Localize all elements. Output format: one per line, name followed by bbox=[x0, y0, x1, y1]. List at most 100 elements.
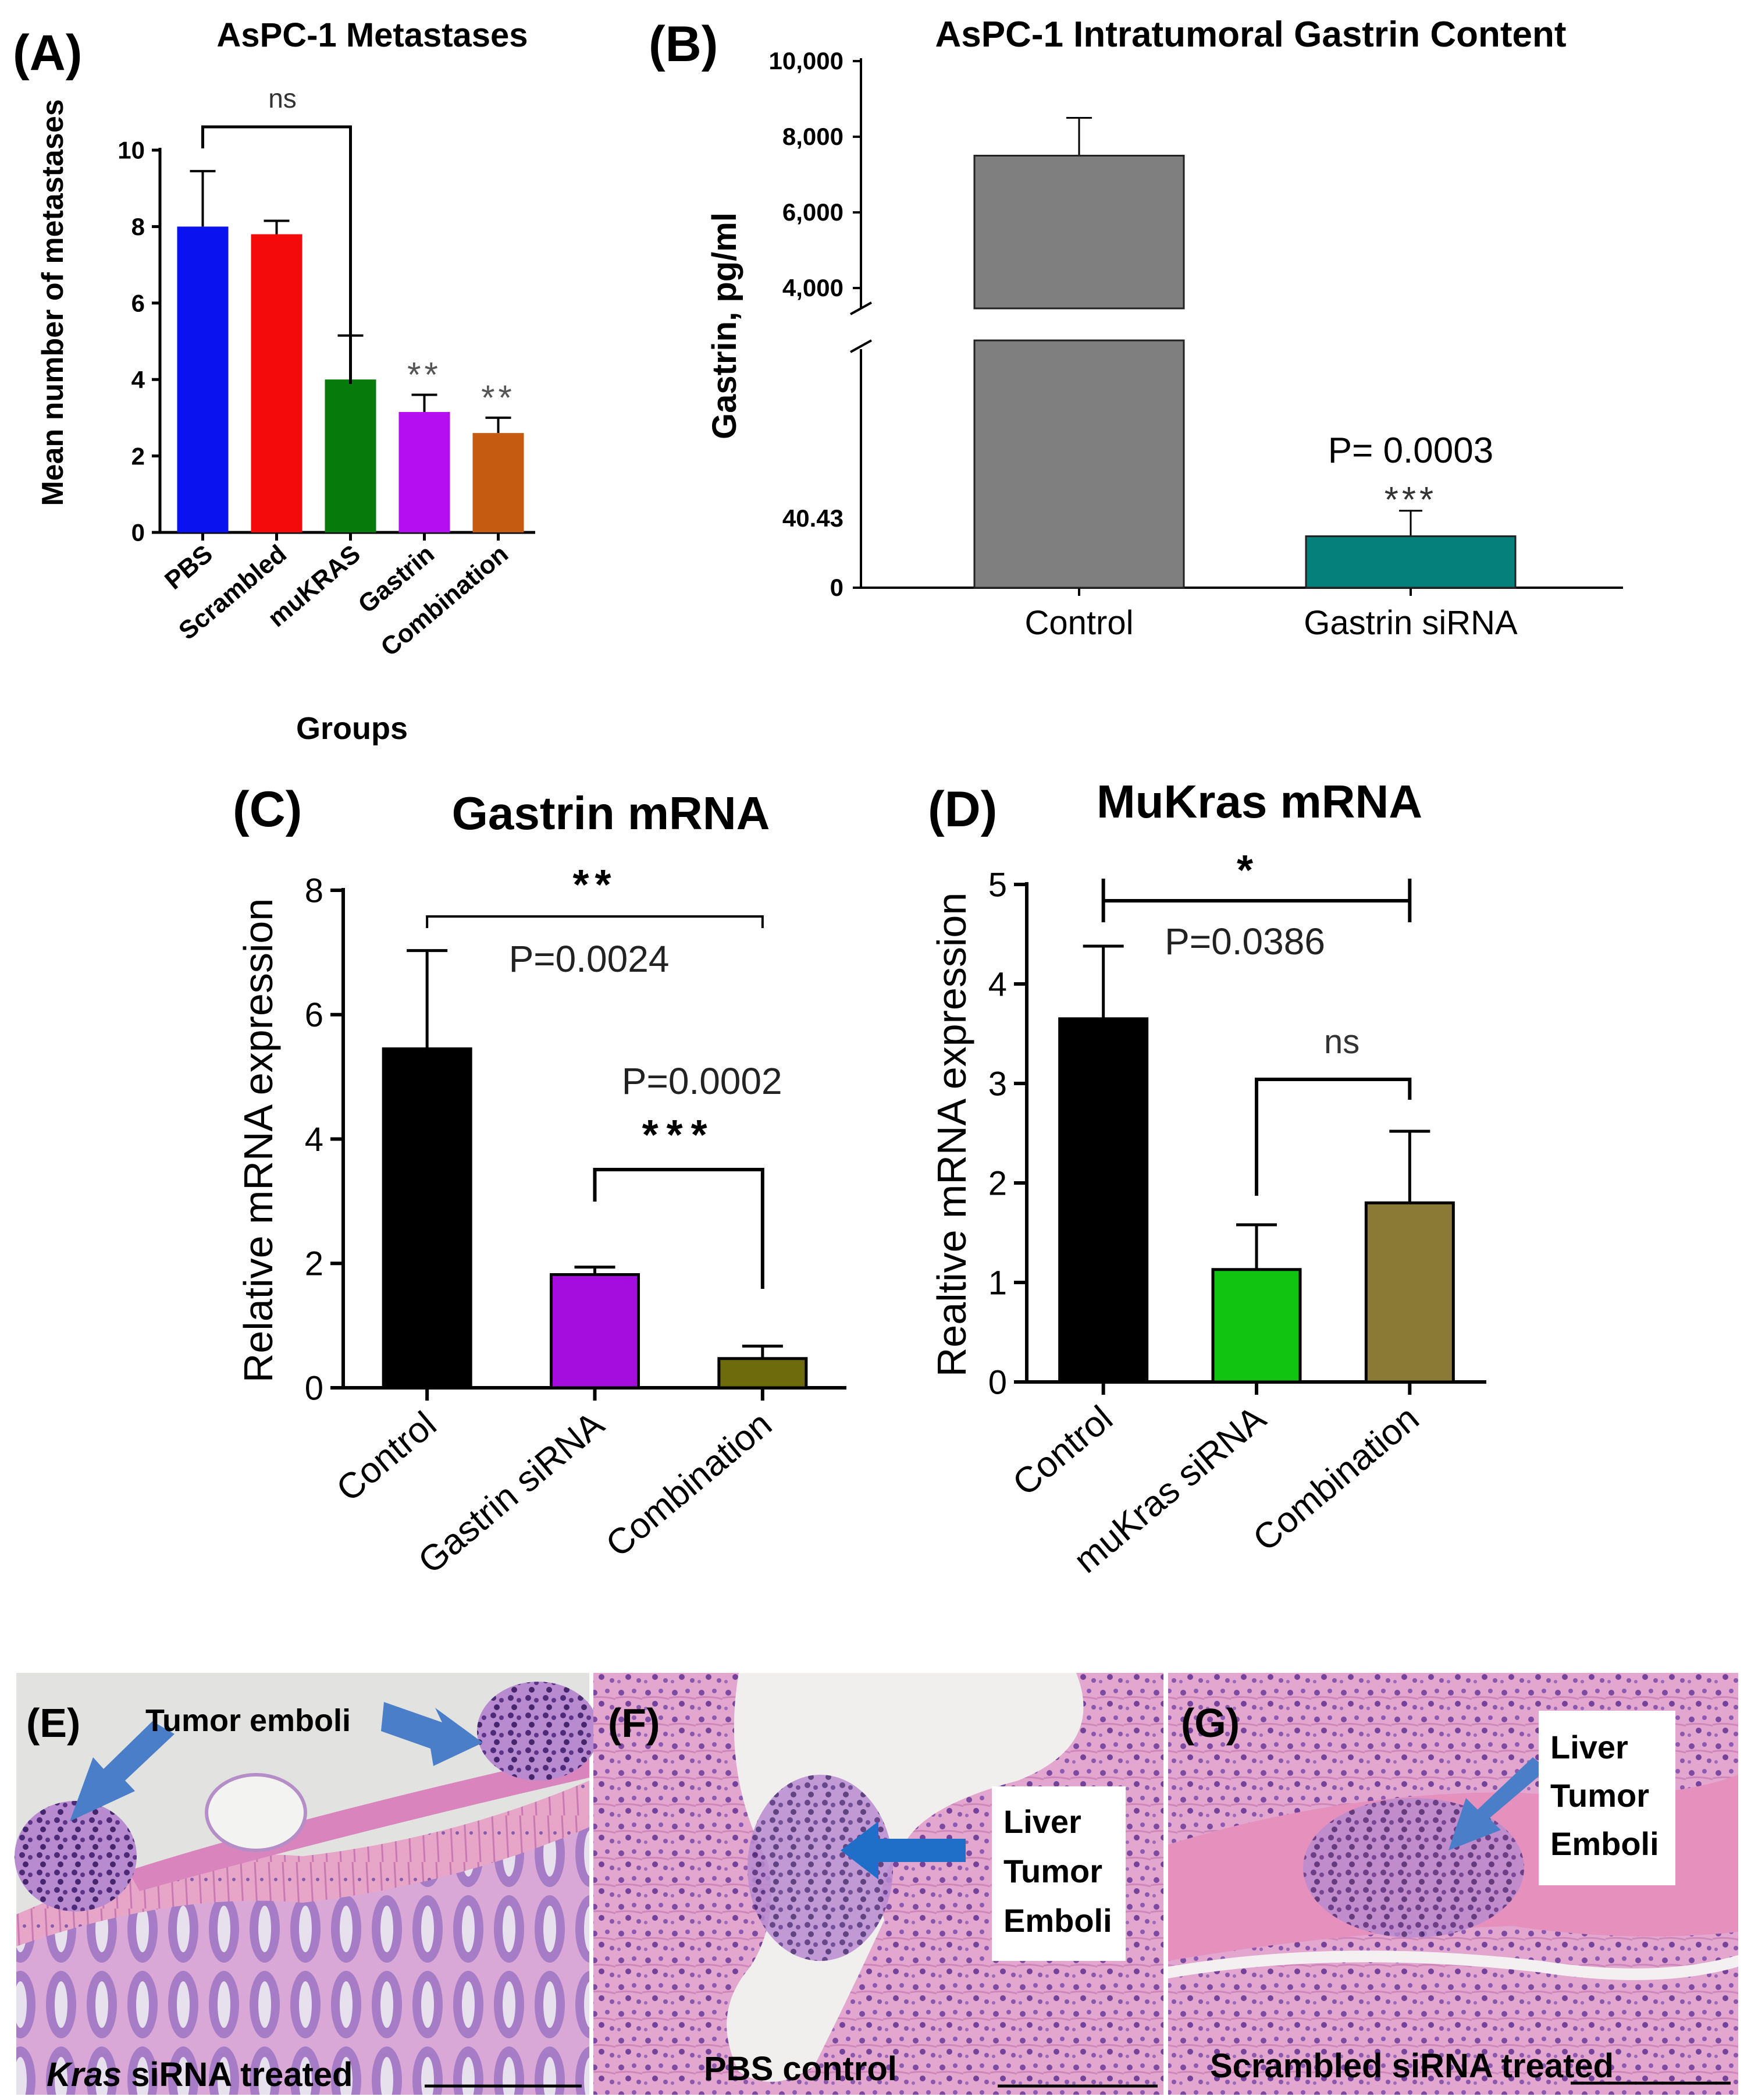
panel-e-callout: Tumor emboli bbox=[145, 1703, 351, 1738]
panel-g-histology: Liver Tumor Emboli (G) Scrambled siRNA t… bbox=[1168, 1673, 1738, 2095]
panel-b: (B) AsPC-1 Intratumoral Gastrin Content … bbox=[649, 15, 1623, 642]
panel-b-category-label: Control bbox=[1025, 604, 1134, 642]
panel-d-label: (D) bbox=[928, 781, 997, 837]
panel-b-bars bbox=[973, 117, 1517, 589]
panel-a-bars: ** ** ns bbox=[177, 83, 524, 532]
panel-b-bar-gastrin-sirna bbox=[1305, 535, 1517, 589]
panel-a-y-tick-label: 10 bbox=[118, 137, 145, 164]
panel-f-callout-line-2: Tumor bbox=[1003, 1853, 1102, 1889]
panel-g-caption: Scrambled siRNA treated bbox=[1210, 2047, 1614, 2085]
panel-a-y-tick-label: 0 bbox=[131, 519, 145, 546]
panel-d-category-label: Combination bbox=[1245, 1398, 1426, 1559]
panel-d-y-tick-label: 0 bbox=[988, 1363, 1007, 1401]
panel-b-bar-control-lower bbox=[973, 339, 1185, 589]
panel-a-y-tick-label: 2 bbox=[131, 442, 145, 470]
panel-c-bracket-inner bbox=[593, 1168, 764, 1289]
panel-c-ylabel: Relative mRNA expression bbox=[236, 898, 281, 1383]
panel-b-y-tick-label: 0 bbox=[830, 574, 844, 601]
panel-f-embolus bbox=[748, 1775, 893, 1961]
panel-f-caption: PBS control bbox=[704, 2050, 897, 2088]
panel-d-y-tick-label: 3 bbox=[988, 1065, 1007, 1103]
panel-g-embolus bbox=[1303, 1798, 1524, 1938]
panel-e-muscle-layer bbox=[16, 1781, 589, 1946]
panel-g-callout-line-1: Liver bbox=[1550, 1729, 1628, 1765]
panel-c-bracket-outer-stars: ** bbox=[572, 862, 617, 908]
panel-a-y-tick-label: 8 bbox=[131, 213, 145, 240]
panel-e-label: (E) bbox=[26, 1700, 80, 1746]
panel-c-y-tick-label: 2 bbox=[305, 1245, 323, 1283]
panel-c-category-label: Combination bbox=[599, 1404, 780, 1565]
panel-c: (C) Gastrin mRNA Relative mRNA expressio… bbox=[233, 781, 846, 1582]
panel-c-category-label: Control bbox=[329, 1404, 444, 1509]
panel-g-vessel bbox=[1168, 1950, 1738, 1980]
panel-d: (D) MuKras mRNA Realtive mRNA expression… bbox=[928, 776, 1486, 1581]
panel-d-ylabel: Realtive mRNA expression bbox=[929, 893, 974, 1377]
panel-e-pink-band bbox=[128, 1751, 589, 1891]
panel-a-bar-combination bbox=[472, 433, 524, 532]
panel-d-y-tick-label: 2 bbox=[988, 1164, 1007, 1202]
panel-c-title: Gastrin mRNA bbox=[452, 787, 770, 839]
panel-b-axis-break-mark bbox=[850, 339, 872, 353]
panel-d-y-tick-label: 1 bbox=[988, 1264, 1007, 1302]
panel-f-arrow-icon bbox=[841, 1821, 966, 1879]
panel-e-caption-italic: Kras bbox=[47, 2056, 122, 2094]
panel-d-bracket-inner bbox=[1255, 1078, 1412, 1196]
panel-d-category-label: Control bbox=[1005, 1398, 1120, 1504]
panel-e-villi-layer bbox=[16, 1821, 589, 2095]
panel-b-bar-control-upper bbox=[973, 155, 1185, 310]
panel-g-arrow-icon bbox=[1449, 1757, 1547, 1850]
panel-a: (A) AsPC-1 Metastases Mean number of met… bbox=[13, 16, 535, 746]
panel-f-histology: Liver Tumor Emboli (F) PBS control bbox=[593, 1673, 1163, 2095]
panel-a-bar-scrambled bbox=[251, 234, 302, 532]
panel-e-caption: Kras siRNA treated bbox=[47, 2056, 353, 2094]
panel-a-ylabel: Mean number of metastases bbox=[36, 99, 70, 506]
panel-a-bar-mukras bbox=[325, 379, 376, 532]
panel-e-embolus-right bbox=[477, 1682, 599, 1781]
panel-f-label: (F) bbox=[608, 1700, 660, 1746]
panel-c-bracket-inner-stars: *** bbox=[642, 1112, 716, 1159]
panel-d-y-tick-label: 5 bbox=[988, 866, 1007, 904]
panel-a-bar-pbs bbox=[177, 226, 229, 532]
panel-d-bar-combination bbox=[1364, 1201, 1455, 1384]
panel-c-bracket-inner-p: P=0.0002 bbox=[622, 1060, 782, 1102]
panel-b-y-tick-label: 8,000 bbox=[782, 123, 844, 150]
panel-g-callout-box bbox=[1539, 1711, 1675, 1885]
panel-e-caption-rest: siRNA treated bbox=[122, 2056, 353, 2094]
panel-b-ylabel: Gastrin, pg/ml bbox=[706, 212, 743, 439]
panel-c-category-label: Gastrin siRNA bbox=[411, 1403, 612, 1582]
panel-a-bar-gastrin bbox=[398, 412, 450, 532]
panel-e-cyst bbox=[205, 1773, 307, 1852]
panel-b-y-tick-label: 40.43 bbox=[782, 504, 844, 532]
panel-d-bracket-outer-p: P=0.0386 bbox=[1165, 921, 1325, 962]
panel-b-axis-break-mark bbox=[850, 301, 872, 315]
panel-f-callout-box bbox=[992, 1786, 1126, 1961]
panel-a-category-label: PBS bbox=[159, 539, 218, 595]
panel-c-bars bbox=[382, 949, 808, 1390]
panel-c-label: (C) bbox=[233, 781, 302, 837]
panel-e-embolus-left bbox=[15, 1801, 137, 1911]
panel-b-stars: *** bbox=[1385, 480, 1437, 520]
panel-b-title: AsPC-1 Intratumoral Gastrin Content bbox=[935, 15, 1566, 55]
panel-a-category-label: Combination bbox=[375, 539, 513, 662]
panel-c-y-tick-label: 4 bbox=[305, 1121, 323, 1159]
panel-f-callout-line-3: Emboli bbox=[1003, 1902, 1112, 1939]
panel-d-y-tick-label: 4 bbox=[988, 965, 1007, 1003]
panel-c-brackets: ** P=0.0024 *** P=0.0002 bbox=[426, 862, 782, 1289]
panel-a-significance-stars: ** bbox=[481, 378, 515, 417]
panel-e-histology: (E) Tumor emboli Kras siRNA treated bbox=[15, 1673, 599, 2095]
panel-c-bracket-outer-p: P=0.0024 bbox=[509, 938, 670, 980]
panel-e-arrow-left-icon bbox=[70, 1721, 175, 1821]
panel-g-label: (G) bbox=[1181, 1700, 1240, 1746]
panel-c-y-tick-label: 0 bbox=[305, 1369, 323, 1407]
panel-b-y-tick-label: 10,000 bbox=[769, 47, 844, 74]
panel-c-bracket-outer bbox=[426, 915, 764, 928]
panel-b-axes: 10,000 8,000 6,000 4,000 40.43 0 Control Gastri… bbox=[769, 47, 1623, 642]
panel-a-y-tick-label: 6 bbox=[131, 290, 145, 317]
panel-d-bars bbox=[1058, 944, 1455, 1384]
panel-b-p-value: P= 0.0003 bbox=[1328, 431, 1493, 471]
panel-c-y-tick-label: 8 bbox=[305, 872, 323, 909]
panel-a-bracket-ns bbox=[201, 125, 352, 384]
panel-d-brackets: * P=0.0386 ns bbox=[1101, 847, 1412, 1196]
panel-b-label: (B) bbox=[649, 16, 718, 72]
